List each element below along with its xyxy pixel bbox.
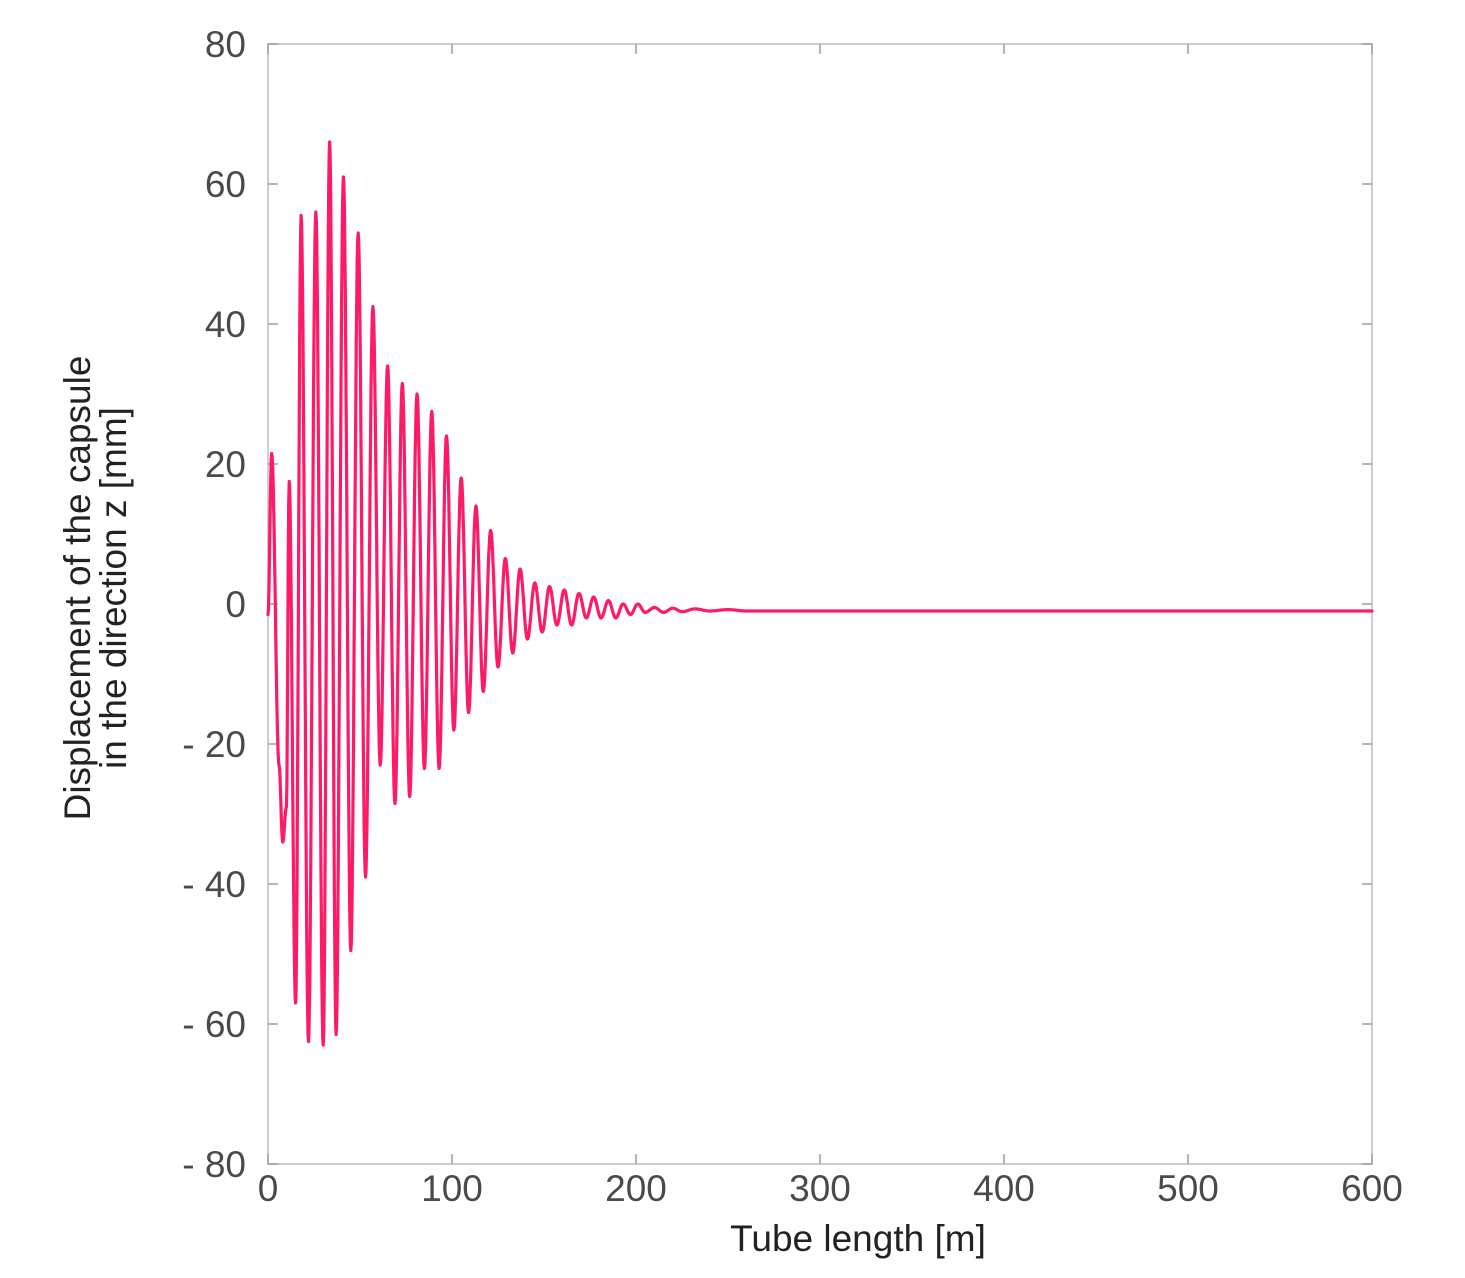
y-axis-label: Displacement of the capsule in the direc…: [57, 356, 134, 821]
y-tick-label: 20: [205, 444, 246, 485]
axis-ticks: [267, 43, 1373, 1165]
x-tick-label: 100: [421, 1168, 483, 1209]
y-tick-label: 40: [205, 304, 246, 345]
y-tick-label: 0: [225, 584, 246, 625]
y-tick-label: 80: [205, 24, 246, 65]
y-tick-label: 60: [205, 164, 246, 205]
x-tick-label: 400: [973, 1168, 1035, 1209]
x-tick-label: 500: [1157, 1168, 1219, 1209]
x-tick-label: 600: [1341, 1168, 1403, 1209]
series-layer: [266, 140, 1374, 1047]
y-tick-label: - 60: [182, 1004, 246, 1045]
y-axis-label-line-2: in the direction z [mm]: [93, 407, 134, 769]
x-tick-label: 200: [605, 1168, 667, 1209]
y-axis-label-line-1: Displacement of the capsule: [57, 356, 98, 821]
displacement-series-line: [266, 140, 1374, 1047]
y-tick-label: - 20: [182, 724, 246, 765]
y-tick-label: - 40: [182, 864, 246, 905]
y-tick-label: - 80: [182, 1144, 246, 1185]
x-axis-label: Tube length [m]: [730, 1218, 986, 1259]
plot-area-frame: [267, 43, 1373, 1165]
x-tick-label: 0: [258, 1168, 279, 1209]
x-tick-label: 300: [789, 1168, 851, 1209]
